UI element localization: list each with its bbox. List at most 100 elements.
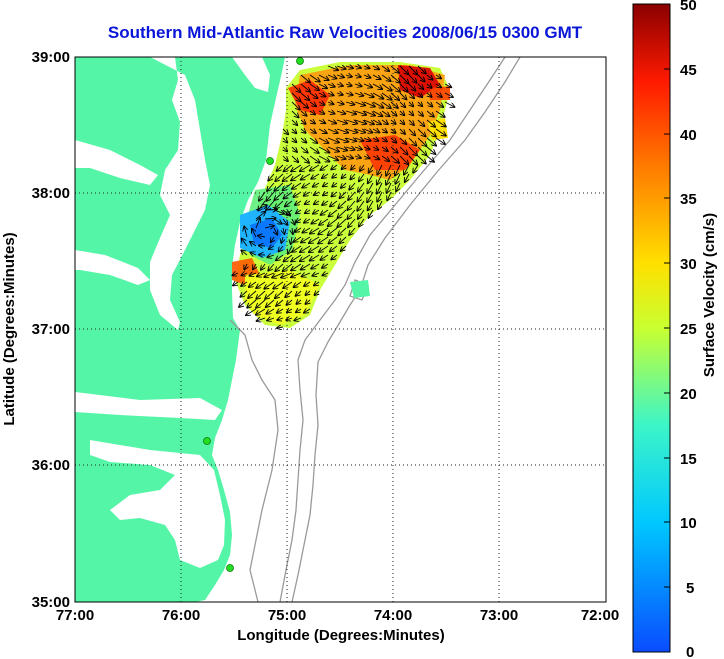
- velocity-arrow: [381, 92, 392, 100]
- velocity-arrow: [372, 66, 379, 69]
- velocity-arrow: [426, 102, 433, 107]
- velocity-arrow: [314, 201, 320, 204]
- velocity-arrow: [386, 173, 392, 185]
- station-marker: [266, 157, 274, 165]
- velocity-arrow: [296, 219, 302, 222]
- velocity-arrow: [426, 137, 436, 146]
- lon-tick-label: 73:00: [480, 607, 518, 624]
- velocity-arrow: [409, 102, 413, 106]
- velocity-arrow: [310, 227, 320, 234]
- velocity-arrow: [339, 236, 347, 243]
- velocity-arrow: [381, 129, 387, 133]
- velocity-arrow: [409, 111, 413, 115]
- velocity-arrow: [336, 147, 347, 150]
- velocity-arrow: [345, 93, 353, 95]
- velocity-arrow: [267, 318, 275, 321]
- colorbar-tick-label: 0: [686, 644, 694, 659]
- colorbar-tick-label: 5: [686, 580, 694, 597]
- velocity-arrow: [309, 111, 315, 115]
- velocity-arrow: [322, 273, 329, 275]
- velocity-arrow: [435, 110, 445, 117]
- colorbar-tick-label: 20: [680, 386, 697, 403]
- velocity-arrow: [418, 102, 422, 106]
- velocity-arrow: [417, 146, 427, 155]
- lat-tick-label: 39:00: [32, 49, 70, 66]
- velocity-arrow: [417, 74, 425, 81]
- lat-tick-label: 37:00: [32, 321, 70, 338]
- velocity-arrow: [268, 263, 275, 271]
- velocity-arrow: [302, 273, 311, 277]
- velocity-arrow: [274, 182, 284, 191]
- velocity-arrow: [264, 281, 275, 289]
- velocity-arrow: [305, 210, 311, 213]
- velocity-arrow: [313, 183, 320, 187]
- velocity-arrow: [264, 226, 274, 228]
- velocity-arrow: [304, 309, 311, 313]
- velocity-arrow: [426, 128, 436, 137]
- velocity-arrow: [283, 263, 293, 271]
- velocity-vectors: [232, 66, 454, 328]
- station-marker: [296, 57, 304, 65]
- velocity-arrow: [330, 245, 338, 252]
- velocity-arrow: [399, 65, 408, 74]
- velocity-arrow: [363, 75, 371, 78]
- velocity-arrow: [331, 255, 338, 260]
- velocity-arrow: [381, 110, 390, 116]
- velocity-region-red-4: [430, 86, 450, 100]
- velocity-arrow: [372, 101, 383, 108]
- velocity-arrow: [338, 227, 347, 235]
- velocity-arrow: [322, 264, 329, 268]
- velocity-arrow: [318, 93, 326, 97]
- velocity-arrow: [322, 201, 329, 205]
- velocity-arrow: [275, 173, 284, 181]
- velocity-arrow: [292, 245, 302, 252]
- velocity-arrow: [305, 291, 310, 295]
- velocity-arrow: [345, 102, 354, 105]
- velocity-arrow: [347, 209, 356, 219]
- velocity-arrow: [300, 155, 309, 163]
- velocity-arrow: [381, 65, 389, 71]
- velocity-arrow: [309, 155, 320, 163]
- station-marker: [203, 437, 211, 445]
- velocity-arrow: [276, 254, 284, 260]
- lon-tick-label: 77:00: [56, 607, 94, 624]
- velocity-arrow: [363, 84, 372, 87]
- velocity-arrow: [345, 156, 353, 158]
- velocity-arrow: [310, 164, 320, 171]
- velocity-arrow: [309, 137, 317, 143]
- velocity-arrow: [300, 101, 308, 108]
- velocity-arrow: [327, 93, 334, 95]
- velocity-arrow: [274, 227, 277, 235]
- velocity-arrow: [399, 83, 408, 92]
- velocity-arrow: [426, 74, 433, 80]
- velocity-arrow: [327, 75, 337, 79]
- velocity-arrow: [377, 182, 383, 194]
- velocity-arrow: [336, 120, 347, 123]
- velocity-arrow: [309, 92, 318, 98]
- velocity-arrow: [253, 263, 256, 269]
- velocity-arrow: [408, 83, 415, 91]
- velocity-arrow: [369, 164, 374, 173]
- velocity-arrow: [283, 147, 287, 151]
- velocity-arrow: [363, 147, 370, 149]
- velocity-arrow: [417, 137, 427, 146]
- velocity-arrow: [427, 93, 432, 97]
- velocity-arrow: [311, 218, 320, 224]
- velocity-arrow: [249, 273, 257, 276]
- lon-tick-label: 74:00: [374, 607, 412, 624]
- colorbar-tick-label: 45: [680, 62, 697, 79]
- velocity-arrow: [250, 242, 257, 246]
- radar-stations: [203, 57, 304, 572]
- velocity-arrow: [283, 281, 293, 288]
- velocity-arrow: [319, 218, 329, 225]
- station-marker: [226, 564, 234, 572]
- velocity-region-patch: [350, 280, 370, 298]
- lon-tick-label: 72:00: [581, 607, 619, 624]
- velocity-arrow: [387, 191, 391, 200]
- velocity-arrow: [281, 236, 283, 243]
- velocity-arrow: [372, 156, 379, 159]
- velocity-arrow: [381, 83, 392, 91]
- lat-tick-label: 35:00: [32, 594, 70, 611]
- velocity-arrow: [291, 254, 302, 262]
- velocity-arrow: [244, 263, 247, 270]
